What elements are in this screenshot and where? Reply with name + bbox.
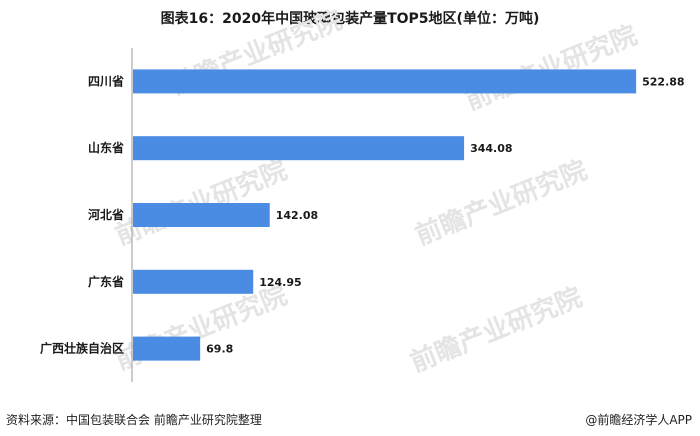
category-label: 广西壮族自治区 — [40, 341, 124, 356]
bar — [133, 336, 201, 361]
bar — [133, 69, 637, 94]
watermark-text: 前瞻产业研究院 — [406, 282, 586, 379]
category-label: 河北省 — [87, 207, 124, 222]
category-label: 广东省 — [88, 274, 124, 289]
bar — [133, 269, 254, 294]
value-label: 142.08 — [276, 209, 318, 222]
watermark-text: 前瞻产业研究院 — [411, 155, 591, 252]
value-label: 69.8 — [206, 343, 233, 356]
value-label: 522.88 — [642, 75, 684, 88]
bar-chart: 前瞻产业研究院前瞻产业研究院前瞻产业研究院前瞻产业研究院前瞻产业研究院前瞻产业研… — [40, 5, 685, 382]
category-label: 山东省 — [88, 140, 124, 155]
value-label: 344.08 — [470, 142, 512, 155]
chart-title: 图表16：2020年中国玻璃包装产量TOP5地区(单位：万吨) — [160, 11, 540, 27]
brand-credit: @前瞻经济学人APP — [585, 413, 692, 427]
category-label: 四川省 — [88, 73, 124, 88]
value-label: 124.95 — [259, 276, 301, 289]
watermark-text: 前瞻产业研究院 — [461, 20, 641, 117]
bar — [133, 136, 465, 161]
watermark-text: 前瞻产业研究院 — [111, 280, 291, 377]
source-note: 资料来源：中国包装联合会 前瞻产业研究院整理 — [6, 413, 262, 427]
bar — [133, 203, 270, 227]
